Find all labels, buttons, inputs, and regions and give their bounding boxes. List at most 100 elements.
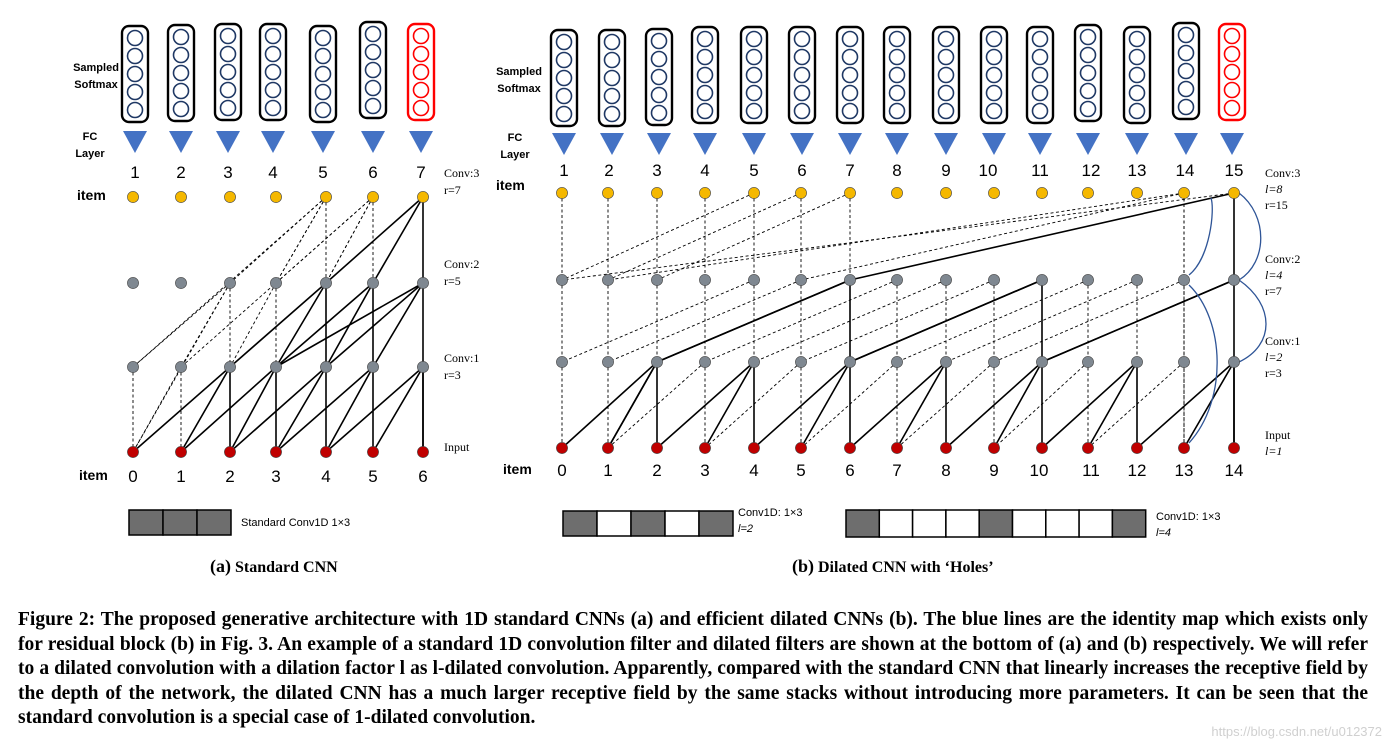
softmax-unit — [696, 48, 714, 66]
input-index: 11 — [1082, 461, 1100, 480]
softmax-column — [1025, 25, 1055, 125]
connection-line — [800, 192, 1185, 281]
connection-line — [229, 366, 277, 453]
output-index: 9 — [941, 161, 950, 180]
fc-triangle — [885, 133, 909, 155]
softmax-unit — [985, 48, 1003, 66]
connection-line — [372, 366, 424, 453]
output-item-node — [844, 187, 856, 199]
softmax-column — [1171, 21, 1201, 121]
conv2-node — [651, 274, 663, 286]
conv1-node — [1036, 356, 1048, 368]
softmax-unit — [603, 69, 621, 87]
connection-line — [275, 282, 327, 368]
identity-curve — [1238, 192, 1262, 281]
conv2-node — [127, 277, 139, 289]
layer-label: r=3 — [1265, 366, 1282, 380]
input-node — [127, 446, 139, 458]
filter-cell-filled — [162, 509, 198, 536]
connection-line — [704, 361, 802, 449]
output-index: 1 — [130, 163, 139, 182]
connection-line — [275, 366, 374, 453]
input-node — [940, 442, 952, 454]
conv1-node — [320, 361, 332, 373]
filter-cell-filled — [196, 509, 232, 536]
sampled-softmax-label: Sampled — [496, 66, 542, 78]
softmax-unit — [555, 33, 573, 51]
output-index: 5 — [749, 161, 758, 180]
connection-line — [800, 361, 898, 449]
identity-curve — [1188, 284, 1218, 444]
softmax-unit — [412, 45, 430, 63]
output-index: 3 — [223, 163, 232, 182]
conv2-node — [940, 274, 952, 286]
connection-line — [132, 366, 182, 453]
fc-triangle — [261, 131, 285, 153]
input-node — [891, 442, 903, 454]
conv1-node — [1082, 356, 1094, 368]
fc-triangle — [311, 131, 335, 153]
conv1-node — [748, 356, 760, 368]
softmax-unit — [364, 97, 382, 115]
filter-cell-filled — [128, 509, 164, 536]
softmax-unit — [1079, 28, 1097, 46]
connection-line — [993, 361, 1043, 449]
connection-line — [275, 366, 327, 453]
softmax-unit — [219, 63, 237, 81]
connection-line — [607, 279, 802, 363]
conv2-node — [417, 277, 429, 289]
layer-label: Conv:1 — [444, 351, 479, 365]
connection-line — [132, 282, 231, 368]
conv1-node — [844, 356, 856, 368]
softmax-unit — [745, 84, 763, 102]
connection-line — [180, 366, 277, 453]
fc-triangle — [1076, 133, 1100, 155]
input-node — [1036, 442, 1048, 454]
fc-triangle — [838, 133, 862, 155]
softmax-unit — [264, 99, 282, 117]
fc-triangle — [1174, 133, 1198, 155]
softmax-column — [406, 22, 436, 122]
softmax-unit — [841, 30, 859, 48]
connection-line — [945, 279, 1138, 363]
softmax-unit — [219, 45, 237, 63]
layer-label: Input — [1265, 428, 1291, 442]
identity-curve — [1188, 197, 1213, 276]
fc-layer-label: Layer — [75, 148, 105, 160]
sampled-softmax-label: Softmax — [74, 79, 118, 91]
output-index: 11 — [1031, 161, 1049, 180]
softmax-unit — [937, 48, 955, 66]
softmax-unit — [603, 51, 621, 69]
output-item-node — [1131, 187, 1143, 199]
softmax-unit — [603, 105, 621, 123]
softmax-unit — [264, 45, 282, 63]
softmax-unit — [1128, 84, 1146, 102]
filter-cell-hole — [945, 509, 980, 538]
standard-filter-label: Standard Conv1D 1×3 — [241, 517, 350, 529]
connection-line — [993, 361, 1089, 449]
fc-triangle — [693, 133, 717, 155]
input-index: 12 — [1128, 461, 1147, 480]
softmax-unit — [219, 27, 237, 45]
filter-cell-hole — [596, 510, 632, 537]
fc-layer-label: FC — [508, 132, 523, 144]
connection-line — [800, 279, 995, 363]
softmax-unit — [219, 99, 237, 117]
caption-label: Figure 2: — [18, 609, 96, 630]
input-index: 6 — [845, 461, 854, 480]
input-node — [320, 446, 332, 458]
fc-triangle — [1220, 133, 1244, 155]
dilated-filter-l4-label: Conv1D: 1×3 — [1156, 511, 1221, 523]
input-index: 13 — [1175, 461, 1194, 480]
connection-line — [1041, 361, 1138, 449]
conv2-node — [175, 277, 187, 289]
input-node — [844, 442, 856, 454]
softmax-unit — [364, 79, 382, 97]
layer-label: r=7 — [444, 183, 461, 197]
softmax-unit — [603, 33, 621, 51]
softmax-unit — [841, 102, 859, 120]
softmax-column — [120, 24, 150, 124]
softmax-unit — [888, 48, 906, 66]
softmax-unit — [314, 47, 332, 65]
softmax-unit — [172, 64, 190, 82]
